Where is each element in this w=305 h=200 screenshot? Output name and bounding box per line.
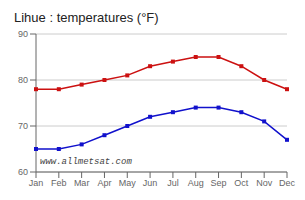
svg-text:Dec: Dec bbox=[279, 178, 296, 188]
svg-text:Feb: Feb bbox=[51, 178, 67, 188]
svg-text:80: 80 bbox=[18, 75, 28, 85]
svg-text:Jul: Jul bbox=[167, 178, 179, 188]
svg-text:Jun: Jun bbox=[143, 178, 158, 188]
svg-text:Oct: Oct bbox=[234, 178, 249, 188]
svg-text:70: 70 bbox=[18, 121, 28, 131]
svg-text:Jan: Jan bbox=[29, 178, 44, 188]
svg-text:90: 90 bbox=[18, 29, 28, 39]
svg-text:May: May bbox=[119, 178, 137, 188]
svg-text:Sep: Sep bbox=[211, 178, 227, 188]
svg-text:Aug: Aug bbox=[188, 178, 204, 188]
svg-text:Apr: Apr bbox=[97, 178, 111, 188]
html-text:Lihue : temperatures (°F): Lihue : temperatures (°F) bbox=[14, 10, 159, 25]
svg-text:60: 60 bbox=[18, 167, 28, 177]
svg-text:Mar: Mar bbox=[74, 178, 90, 188]
svg-text:Nov: Nov bbox=[256, 178, 273, 188]
html-text:www.allmetsat.com: www.allmetsat.com bbox=[40, 157, 132, 167]
